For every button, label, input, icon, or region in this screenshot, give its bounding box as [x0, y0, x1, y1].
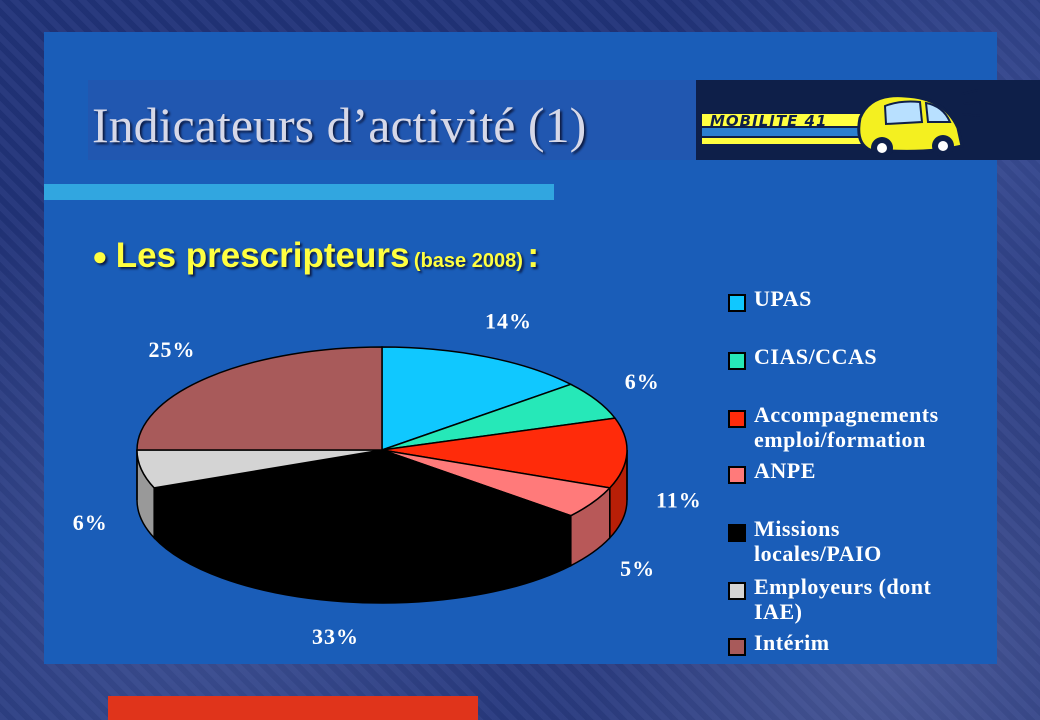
pie-label-accompagnements-emploi-formation: 11% [656, 487, 702, 512]
legend-label: Accompagnements emploi/formation [754, 402, 939, 452]
logo-blue-stripe [702, 128, 862, 136]
legend-swatch [728, 582, 746, 600]
pie-labels: 14% 6% 11% 5% 33% 6% 25% [73, 309, 702, 650]
subtitle: ● Les prescripteurs (base 2008) : [92, 236, 539, 276]
legend-swatch [728, 352, 746, 370]
pie-slice-missions-locales-paio [152, 449, 573, 554]
legend-swatch [728, 294, 746, 312]
bottom-accent-bar [108, 696, 478, 720]
logo-yellow-stripe-2 [702, 138, 862, 144]
mobilite-41-logo [702, 89, 983, 159]
pie-label-upas: 14% [485, 309, 532, 334]
legend-swatch [728, 410, 746, 428]
subtitle-colon: : [527, 236, 539, 275]
pie-top [136, 346, 628, 554]
title-box [88, 80, 696, 160]
legend-swatch [728, 466, 746, 484]
legend-swatch [728, 524, 746, 542]
pie-label-employeurs-dont-iae: 6% [73, 510, 108, 535]
title-underline-bar [44, 184, 554, 200]
legend-swatch [728, 638, 746, 656]
legend-label: CIAS/CCAS [754, 344, 878, 369]
pie-label-anpe: 5% [620, 556, 655, 581]
logo-yellow-stripe [702, 114, 862, 126]
slide-title: Indicateurs d’activité (1) [92, 97, 587, 153]
pie-label-cias-ccas: 6% [625, 369, 660, 394]
bullet-icon: ● [92, 241, 108, 271]
legend-label: ANPE [754, 458, 816, 483]
legend-label: Intérim [754, 630, 830, 655]
pie-slice-int-rim [136, 346, 383, 451]
legend-label: Missions locales/PAIO [754, 516, 882, 566]
pie-slice-accompagnements-emploi-formation [381, 417, 628, 489]
pie-label-int-rim: 25% [148, 337, 195, 362]
subtitle-main: Les prescripteurs [115, 236, 410, 275]
pie-side-walls [136, 449, 628, 604]
pie-slice-upas [381, 346, 573, 452]
legend-label: UPAS [754, 286, 812, 311]
subtitle-base: (base 2008) [413, 250, 523, 272]
pie-label-missions-locales-paio: 33% [312, 624, 359, 649]
car-icon [857, 89, 983, 159]
legend-label: Employeurs (dont IAE) [754, 574, 932, 624]
logo-text: MOBILITÉ 41 [710, 112, 828, 130]
